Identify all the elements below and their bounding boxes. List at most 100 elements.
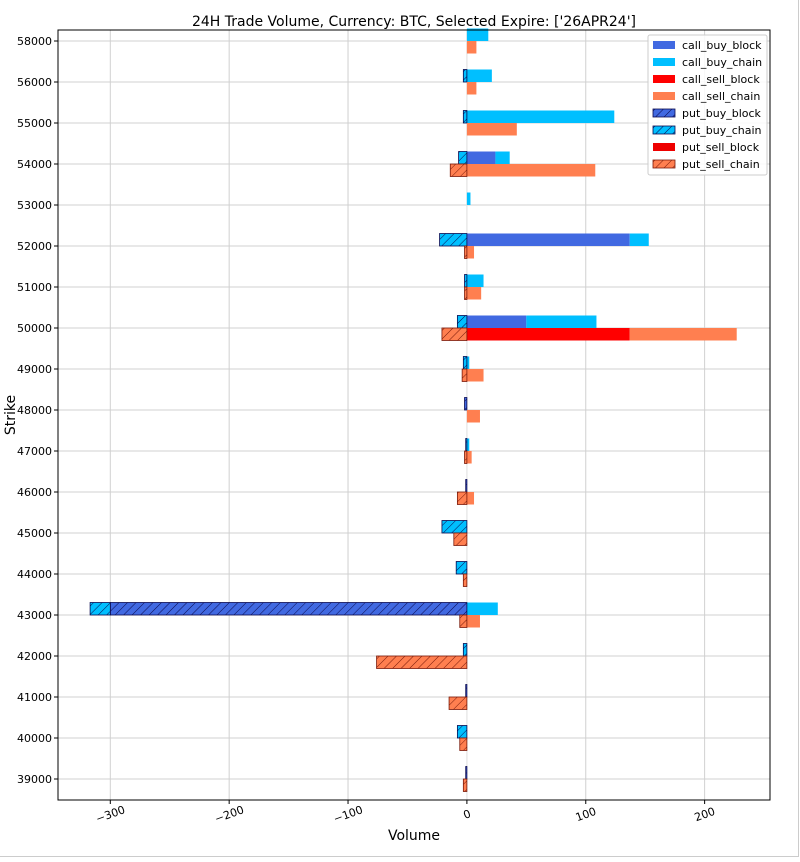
bar-call_buy_block-54000 — [466, 151, 496, 164]
bar-hatch-put_sell_chain-44000 — [463, 574, 467, 587]
bar-hatch-put_sell_chain-45000 — [453, 533, 467, 546]
x-tick-label: 200 — [693, 805, 717, 824]
bar-call_sell_chain-58000 — [466, 41, 477, 54]
bar-hatch-put_sell_chain-49000 — [462, 369, 467, 382]
bar-hatch-put_buy_chain-50000 — [457, 315, 467, 328]
y-tick-label: 52000 — [17, 240, 52, 253]
bar-call_sell_chain-55000 — [466, 123, 517, 136]
bar-hatch-put_sell_chain-50000 — [441, 328, 467, 341]
bar-hatch-put_buy_chain-40000 — [457, 725, 467, 738]
y-tick-label: 54000 — [17, 158, 52, 171]
bar-hatch-put_buy_chain-49000 — [463, 356, 467, 369]
bar-call_buy_chain-50000 — [526, 315, 597, 328]
y-tick-label: 58000 — [17, 35, 52, 48]
legend-swatch-call_buy_chain — [653, 58, 675, 66]
y-tick-label: 49000 — [17, 363, 52, 376]
legend: call_buy_block call_buy_chain call_sell_bl… — [647, 34, 768, 176]
bar-hatch-put_sell_chain-42000 — [376, 656, 467, 669]
legend-label-put_sell_chain: put_sell_chain — [682, 158, 760, 171]
bar-call_sell_chain-56000 — [466, 82, 477, 95]
bar-hatch-put_buy_block-41000 — [465, 684, 467, 697]
bar-hatch-put_sell_chain-41000 — [449, 697, 467, 710]
bar-call_sell_chain-49000 — [466, 369, 484, 382]
bar-call_buy_chain-52000 — [629, 233, 649, 246]
x-tick-label: −100 — [332, 803, 365, 826]
bar-call_buy_chain-51000 — [466, 274, 484, 287]
bar-hatch-put_sell_chain-54000 — [450, 164, 467, 177]
y-tick-label: 45000 — [17, 527, 52, 540]
bar-call_buy_chain-47000 — [466, 438, 470, 451]
bar-call_sell_block-50000 — [466, 328, 630, 341]
bar-hatch-put_buy_block-39000 — [465, 766, 467, 779]
legend-swatch-hatch-put_sell_chain — [653, 160, 675, 168]
y-tick-label: 43000 — [17, 609, 52, 622]
bar-hatch-put_sell_chain-43000 — [459, 615, 467, 628]
bar-call_buy_block-50000 — [466, 315, 527, 328]
x-tick-label: 100 — [574, 805, 598, 824]
y-tick-label: 50000 — [17, 322, 52, 335]
bar-hatch-put_buy_chain-43000 — [90, 602, 111, 615]
y-axis-label: Strike — [3, 395, 19, 435]
legend-swatch-call_sell_chain — [653, 92, 675, 100]
y-tick-label: 46000 — [17, 486, 52, 499]
bar-hatch-put_buy_block-48000 — [464, 397, 467, 410]
bar-call_buy_chain-55000 — [466, 110, 615, 123]
plot-frame — [57, 29, 771, 801]
bar-call_sell_chain-43000 — [466, 615, 480, 628]
legend-swatch-hatch-put_buy_block — [653, 109, 675, 117]
y-tick-label: 42000 — [17, 650, 52, 663]
bar-hatch-put_buy_block-46000 — [465, 479, 467, 492]
y-tick-label: 51000 — [17, 281, 52, 294]
legend-label-put_buy_chain: put_buy_chain — [682, 124, 762, 137]
bar-call_buy_block-52000 — [466, 233, 630, 246]
y-tick-label: 55000 — [17, 117, 52, 130]
bar-call_buy_chain-56000 — [466, 69, 492, 82]
bar-hatch-put_buy_chain-54000 — [458, 151, 467, 164]
bar-hatch-put_buy_chain-55000 — [463, 110, 467, 123]
bar-hatch-put_sell_chain-52000 — [464, 246, 467, 259]
bar-call_buy_chain-49000 — [466, 356, 470, 369]
legend-swatch-call_buy_block — [653, 41, 675, 49]
bar-hatch-put_buy_chain-44000 — [456, 561, 467, 574]
bar-call_sell_chain-47000 — [466, 451, 472, 464]
bar-call_sell_chain-54000 — [466, 164, 596, 177]
legend-swatch-call_sell_block — [653, 75, 675, 83]
bar-hatch-put_buy_chain-52000 — [439, 233, 467, 246]
bar-hatch-put_sell_chain-39000 — [463, 779, 467, 792]
y-tick-label: 44000 — [17, 568, 52, 581]
legend-label-put_sell_block: put_sell_block — [682, 141, 760, 154]
legend-label-call_sell_chain: call_sell_chain — [682, 90, 760, 103]
bar-hatch-put_sell_chain-51000 — [464, 287, 467, 300]
bar-call_sell_chain-51000 — [466, 287, 482, 300]
bar-hatch-put_buy_chain-56000 — [463, 69, 467, 82]
bar-call_buy_chain-58000 — [466, 28, 489, 41]
bar-hatch-put_sell_chain-46000 — [457, 492, 467, 505]
x-axis-label: Volume — [388, 828, 440, 844]
bar-hatch-put_buy_block-43000 — [110, 602, 467, 615]
y-tick-label: 41000 — [17, 691, 52, 704]
y-tick-label: 47000 — [17, 445, 52, 458]
x-tick-label: 0 — [462, 807, 473, 822]
x-tick-label: −200 — [213, 803, 246, 826]
legend-swatch-put_sell_block — [653, 143, 675, 151]
bar-call_buy_chain-43000 — [466, 602, 498, 615]
bar-hatch-put_sell_chain-47000 — [464, 451, 467, 464]
bar-hatch-put_buy_chain-47000 — [465, 438, 467, 451]
legend-swatch-hatch-put_buy_chain — [653, 126, 675, 134]
bar-call_sell_chain-48000 — [466, 410, 480, 423]
legend-label-call_sell_block: call_sell_block — [682, 73, 760, 86]
legend-box — [647, 34, 768, 176]
y-tick-label: 56000 — [17, 76, 52, 89]
legend-label-call_buy_block: call_buy_block — [682, 39, 762, 52]
bar-call_buy_chain-53000 — [466, 192, 471, 205]
chart-title: 24H Trade Volume, Currency: BTC, Selecte… — [192, 14, 636, 30]
bar-call_buy_chain-54000 — [495, 151, 510, 164]
bar-hatch-put_sell_chain-40000 — [459, 738, 467, 751]
y-tick-label: 40000 — [17, 732, 52, 745]
legend-label-call_buy_chain: call_buy_chain — [682, 56, 762, 69]
bar-call_sell_chain-52000 — [466, 246, 475, 259]
bar-hatch-put_buy_chain-45000 — [441, 520, 467, 533]
bar-hatch-put_buy_chain-42000 — [463, 643, 467, 656]
